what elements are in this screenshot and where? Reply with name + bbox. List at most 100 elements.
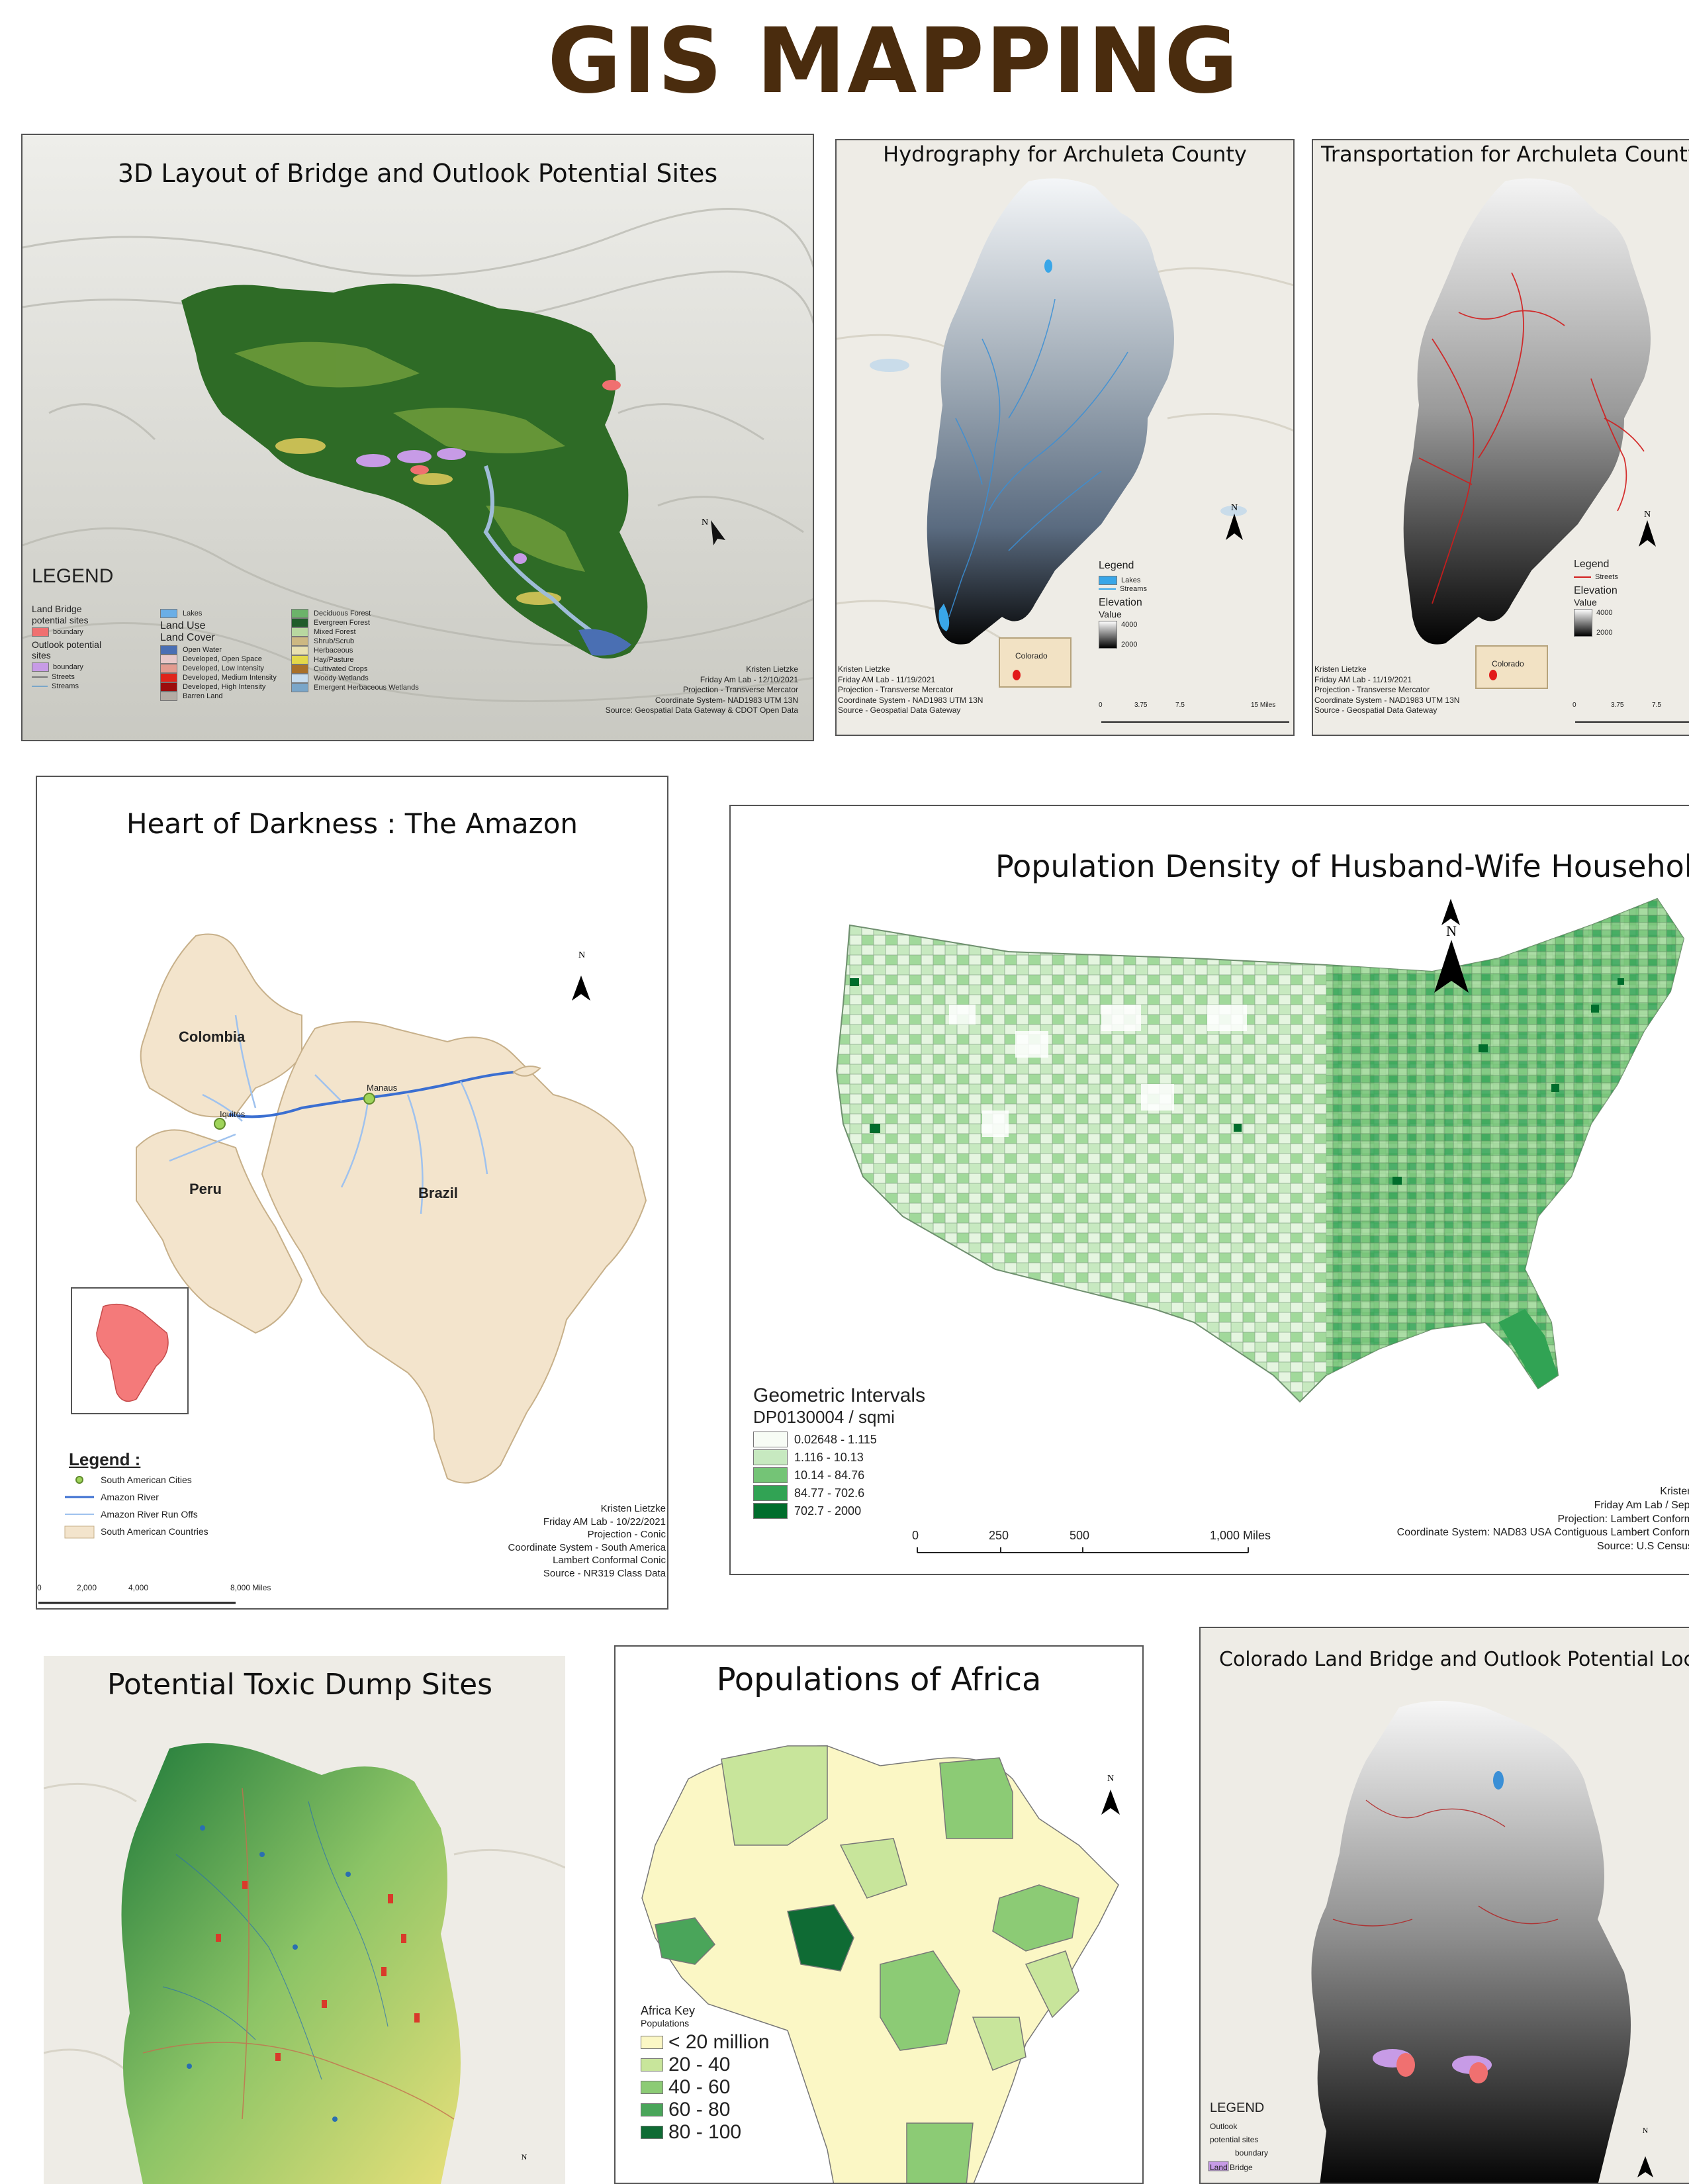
hydro-basemap	[837, 140, 1293, 735]
legend-swatch	[160, 645, 177, 655]
legend-swatch	[641, 2081, 663, 2094]
legend-swatch	[291, 664, 308, 674]
legend-label: Amazon River	[101, 1492, 159, 1502]
amazon-credits: Kristen Lietzke Friday AM Lab - 10/22/20…	[508, 1502, 666, 1580]
legend-label: 60 - 80	[668, 2099, 731, 2120]
legend-row: 60 - 80	[641, 2099, 770, 2121]
north-arrow-icon: N	[516, 2152, 532, 2162]
legend-group-label: Outlook potential sites	[32, 639, 102, 661]
legend-swatch	[160, 655, 177, 664]
transport-legend: Legend Streets Elevation Value 4000 2000	[1574, 559, 1618, 637]
colorado-basemap	[1201, 1628, 1689, 2183]
legend-label: Streets	[1595, 573, 1618, 581]
legend-label: Developed, Low Intensity	[183, 664, 264, 672]
legend-row: Streams	[32, 682, 164, 690]
colorado-title: Colorado Land Bridge and Outlook Potenti…	[1219, 1648, 1689, 1671]
scale-tick: 3.75	[1134, 702, 1148, 709]
north-arrow-icon: N	[1637, 2126, 1653, 2136]
legend-row: Woody Wetlands	[291, 674, 419, 683]
legend-swatch	[1099, 576, 1117, 585]
legend-label: Lakes	[183, 610, 203, 617]
scale-tick: 2,000	[77, 1583, 97, 1592]
hydro-credits: Kristen Lietzke Friday AM Lab - 11/19/20…	[838, 664, 983, 716]
land-use-label: Land Use	[160, 620, 206, 631]
scale-bar-line	[1575, 721, 1689, 723]
legend-label: Developed, Medium Intensity	[183, 674, 277, 682]
amazon-title: Heart of Darkness : The Amazon	[126, 807, 578, 840]
africa-title: Populations of Africa	[716, 1661, 1042, 1698]
credit-line: Projection - Transverse Mercator	[682, 685, 798, 695]
legend-label: Emergent Herbaceous Wetlands	[314, 684, 419, 692]
legend-swatch	[291, 618, 308, 627]
credit-line: Friday AM Lab - 11/19/2021	[838, 674, 936, 684]
legend-label: < 20 million	[668, 2031, 770, 2053]
scale-tick: 0	[912, 1529, 919, 1542]
legend-swatch	[291, 683, 308, 692]
scale-tick: 15 Miles	[1251, 702, 1276, 709]
page-title: GIS MAPPING	[0, 9, 1689, 114]
scale-tick: 250	[989, 1529, 1009, 1542]
credit-line: Coordinate System - NAD1983 UTM 13N	[1314, 695, 1460, 705]
legend-title: Africa Key	[641, 2004, 696, 2017]
legend-row: < 20 million	[641, 2031, 770, 2054]
legend-swatch	[753, 1485, 788, 1501]
legend-swatch	[641, 2036, 663, 2049]
legend-swatch	[160, 673, 177, 682]
legend-label: Evergreen Forest	[314, 619, 370, 627]
popdensity-credits: Kristen Friday Am Lab / Sept Projection:…	[1397, 1485, 1689, 1554]
legend-row: 702.7 - 2000	[753, 1503, 925, 1519]
north-label: N	[1446, 923, 1457, 939]
map-3d-landcover-col1: Lakes Land Use Land Cover Open Water Dev…	[160, 609, 277, 701]
legend-label: Developed, High Intensity	[183, 683, 266, 691]
amazon-map-shapes	[38, 933, 647, 1604]
map-amazon-panel: Heart of Darkness : The Amazon	[36, 776, 668, 1610]
legend-label: Streets	[52, 673, 75, 682]
legend-label: 84.77 - 702.6	[794, 1486, 865, 1500]
legend-label: Barren Land	[183, 692, 223, 700]
scale-tick: 8,000 Miles	[230, 1583, 271, 1592]
elevation-label: Elevation	[1574, 585, 1618, 596]
scale-bar-line	[1101, 721, 1289, 723]
elevation-label: Elevation	[1099, 597, 1142, 608]
legend-row: Lakes	[160, 609, 277, 618]
north-label: N	[1230, 503, 1238, 513]
legend-label: 80 - 100	[668, 2121, 742, 2143]
legend-label: 20 - 40	[668, 2054, 731, 2075]
credit-line: Kristen	[1660, 1486, 1689, 1497]
scale-tick: 0	[37, 1583, 42, 1592]
scale-tick: 4,000	[128, 1583, 149, 1592]
legend-swatch	[291, 655, 308, 664]
legend-row: Barren Land	[160, 692, 277, 701]
legend-row: Evergreen Forest	[291, 618, 419, 627]
map-transportation-panel: Transportation for Archuleta County Wa N…	[1312, 139, 1689, 736]
north-label: N	[1643, 510, 1651, 520]
map-3d-legend-heading: LEGEND	[32, 565, 114, 587]
legend-subtitle: Populations	[641, 2018, 690, 2028]
value-label: Value	[1574, 597, 1597, 608]
state-label: Colorado	[1492, 659, 1524, 668]
legend-label: Amazon River Run Offs	[101, 1509, 198, 1520]
legend-label: Streams	[1120, 585, 1147, 593]
credit-line: Kristen Lietzke	[746, 664, 798, 674]
legend-swatch	[160, 682, 177, 692]
toxic-title: Potential Toxic Dump Sites	[107, 1668, 493, 1702]
legend-row: boundary	[32, 662, 164, 672]
elevation-ramp	[1574, 609, 1592, 637]
legend-row: Herbaceous	[291, 646, 419, 655]
credit-line: Friday Am Lab - 12/10/2021	[700, 674, 798, 684]
credit-line: Source: Geospatial Data Gateway & CDOT O…	[605, 705, 798, 715]
legend-row: 84.77 - 702.6	[753, 1485, 925, 1501]
legend-swatch	[291, 637, 308, 646]
legend-label: Herbaceous	[314, 647, 353, 655]
label-iquitos: Iquitos	[220, 1109, 246, 1119]
scale-bar: 0 3.75 7.5	[1573, 702, 1689, 725]
legend-label: boundary	[1235, 2148, 1269, 2158]
legend-row: Streets	[1574, 573, 1618, 581]
scale-tick: 7.5	[1175, 702, 1185, 709]
north-label: N	[521, 2152, 527, 2161]
legend-swatch	[32, 662, 49, 672]
credit-line: Source - NR319 Class Data	[543, 1567, 666, 1579]
map-colorado-panel: Colorado Land Bridge and Outlook Potenti…	[1199, 1627, 1689, 2184]
legend-row: 40 - 60	[641, 2076, 770, 2099]
credit-line: Source: U.S Census	[1597, 1541, 1689, 1553]
